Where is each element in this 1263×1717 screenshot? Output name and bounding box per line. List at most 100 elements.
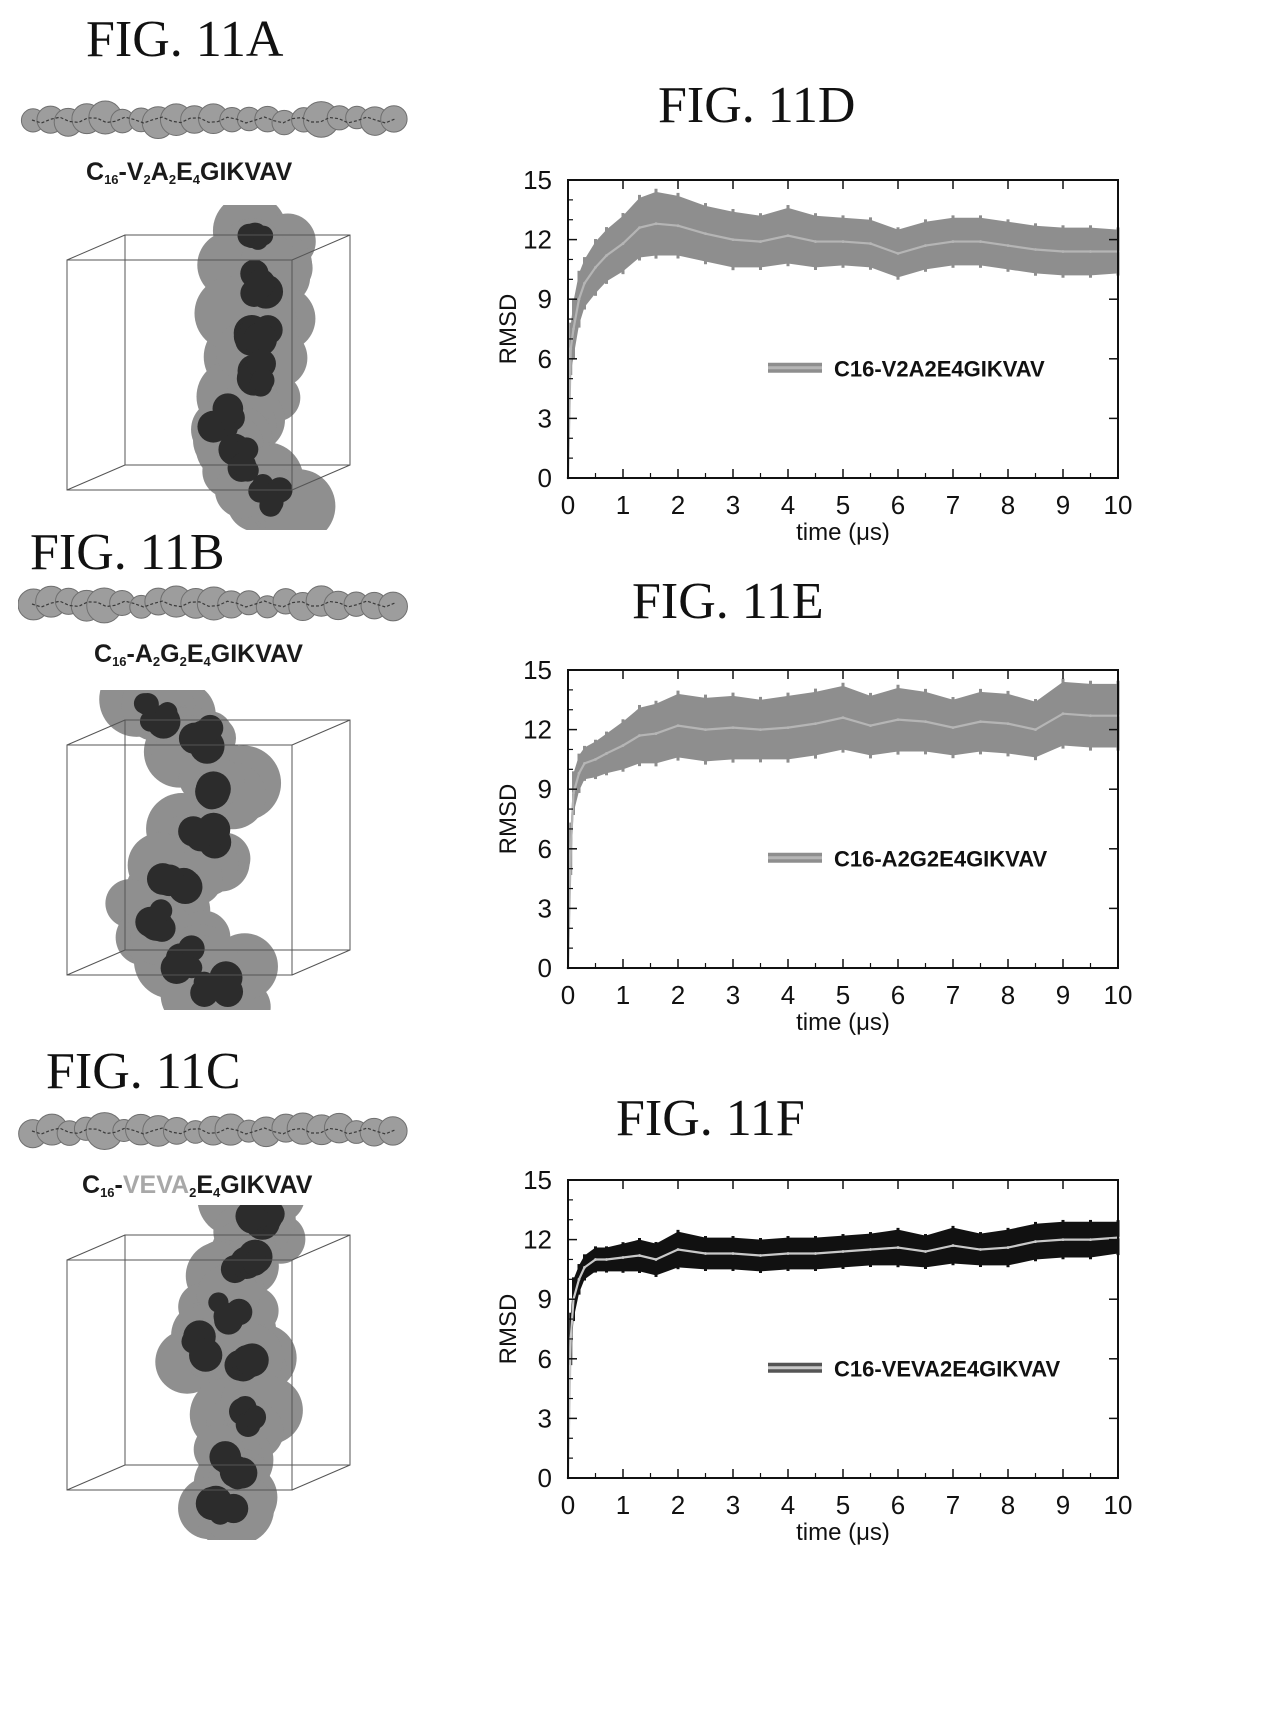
x-tick-label: 4 <box>781 1490 795 1520</box>
legend: C16-V2A2E4GIKVAV <box>768 357 1045 382</box>
x-tick-label: 10 <box>1104 1490 1133 1520</box>
fiber-core <box>149 899 173 922</box>
fig-11a-label: FIG. 11A <box>86 11 284 68</box>
y-axis-label: RMSD <box>495 1294 522 1365</box>
fiber-core <box>195 774 230 810</box>
box-edge <box>66 1234 126 1261</box>
fiber-core <box>235 1343 269 1377</box>
y-tick-label: 3 <box>538 403 552 433</box>
fiber-core <box>243 1407 266 1430</box>
data-point <box>841 240 845 243</box>
fiber-core <box>197 714 224 742</box>
data-point <box>577 771 581 775</box>
fig-11f-label: FIG. 11F <box>616 1090 805 1147</box>
data-point <box>814 722 817 726</box>
data-point <box>594 266 597 269</box>
peptide-residue-subscript: 2 <box>189 1185 197 1200</box>
data-point <box>638 734 641 737</box>
x-axis-label: time (μs) <box>796 1519 890 1546</box>
y-tick-label: 9 <box>538 284 552 314</box>
fiber-snapshot-11c <box>66 1205 351 1540</box>
box-edge <box>66 719 126 746</box>
data-point <box>951 240 955 243</box>
data-point <box>1061 712 1065 716</box>
data-point <box>594 1258 597 1261</box>
data-point <box>572 327 575 331</box>
data-point <box>951 1244 955 1247</box>
peptide-chain-11a <box>20 100 408 139</box>
x-tick-label: 9 <box>1056 1490 1070 1520</box>
data-point <box>704 728 707 731</box>
data-point <box>621 242 625 245</box>
x-tick-label: 0 <box>561 980 575 1010</box>
data-point <box>869 242 872 245</box>
data-point <box>731 238 735 241</box>
x-tick-label: 5 <box>836 490 850 520</box>
data-point <box>1006 722 1010 726</box>
peptide-fiber <box>155 1205 306 1540</box>
peptide-prefix-subscript: 16 <box>100 1185 115 1200</box>
x-tick-label: 8 <box>1001 1490 1015 1520</box>
fiber-core <box>212 976 244 1007</box>
fig-11b-label: FIG. 11B <box>30 524 225 581</box>
x-tick-label: 10 <box>1104 980 1133 1010</box>
peptide-residue-subscript: 2 <box>168 172 177 187</box>
x-tick-label: 4 <box>781 980 795 1010</box>
data-point <box>786 234 790 238</box>
y-tick-label: 12 <box>523 715 552 745</box>
box-edge <box>291 719 351 746</box>
fiber-core <box>189 1338 223 1372</box>
fiber-core <box>242 1250 268 1276</box>
data-point <box>572 791 575 795</box>
y-tick-label: 12 <box>523 225 552 255</box>
data-point <box>1089 250 1092 253</box>
box-back-face <box>124 234 351 466</box>
peptide-residue-subscript: 2 <box>143 172 151 187</box>
fiber-core <box>253 225 274 246</box>
x-tick-label: 10 <box>1104 490 1133 520</box>
data-point <box>924 1250 927 1253</box>
fiber-core <box>219 1455 252 1488</box>
data-point <box>577 1277 581 1281</box>
y-tick-label: 6 <box>538 344 552 374</box>
fiber-core <box>139 710 161 732</box>
legend: C16-VEVA2E4GIKVAV <box>768 1357 1061 1382</box>
x-tick-label: 7 <box>946 980 960 1010</box>
x-tick-label: 1 <box>616 490 630 520</box>
peptide-residue: A <box>150 158 169 186</box>
chain-backbone <box>31 600 395 608</box>
fiber-core <box>195 1486 230 1521</box>
x-tick-label: 8 <box>1001 980 1015 1010</box>
y-tick-label: 15 <box>523 655 552 685</box>
y-tick-label: 0 <box>538 463 552 493</box>
data-point <box>638 226 641 230</box>
box-back-face <box>124 1234 351 1466</box>
x-axis-label: time (μs) <box>796 519 890 546</box>
peptide-residue-subscript: 4 <box>213 1185 221 1200</box>
x-tick-label: 3 <box>726 490 740 520</box>
peptide-dash: - <box>118 158 127 186</box>
data-point <box>896 1246 900 1249</box>
peptide-fiber <box>99 690 282 1010</box>
data-point <box>869 724 872 728</box>
data-point <box>583 281 586 285</box>
data-point <box>654 222 658 226</box>
data-point <box>638 1254 641 1257</box>
data-point <box>704 232 707 236</box>
data-point <box>605 1258 608 1261</box>
fiber-core <box>208 1292 229 1313</box>
data-point <box>979 240 982 243</box>
peptide-dash: - <box>126 640 135 668</box>
data-point <box>979 720 982 724</box>
y-tick-label: 6 <box>538 834 552 864</box>
y-tick-label: 3 <box>538 1403 552 1433</box>
x-tick-label: 3 <box>726 980 740 1010</box>
chain-backbone <box>31 1127 395 1135</box>
x-tick-label: 4 <box>781 490 795 520</box>
peptide-residue: GIKVAV <box>220 1171 313 1199</box>
x-tick-label: 0 <box>561 490 575 520</box>
data-point <box>605 752 608 755</box>
peptide-residue: E <box>196 1171 214 1199</box>
